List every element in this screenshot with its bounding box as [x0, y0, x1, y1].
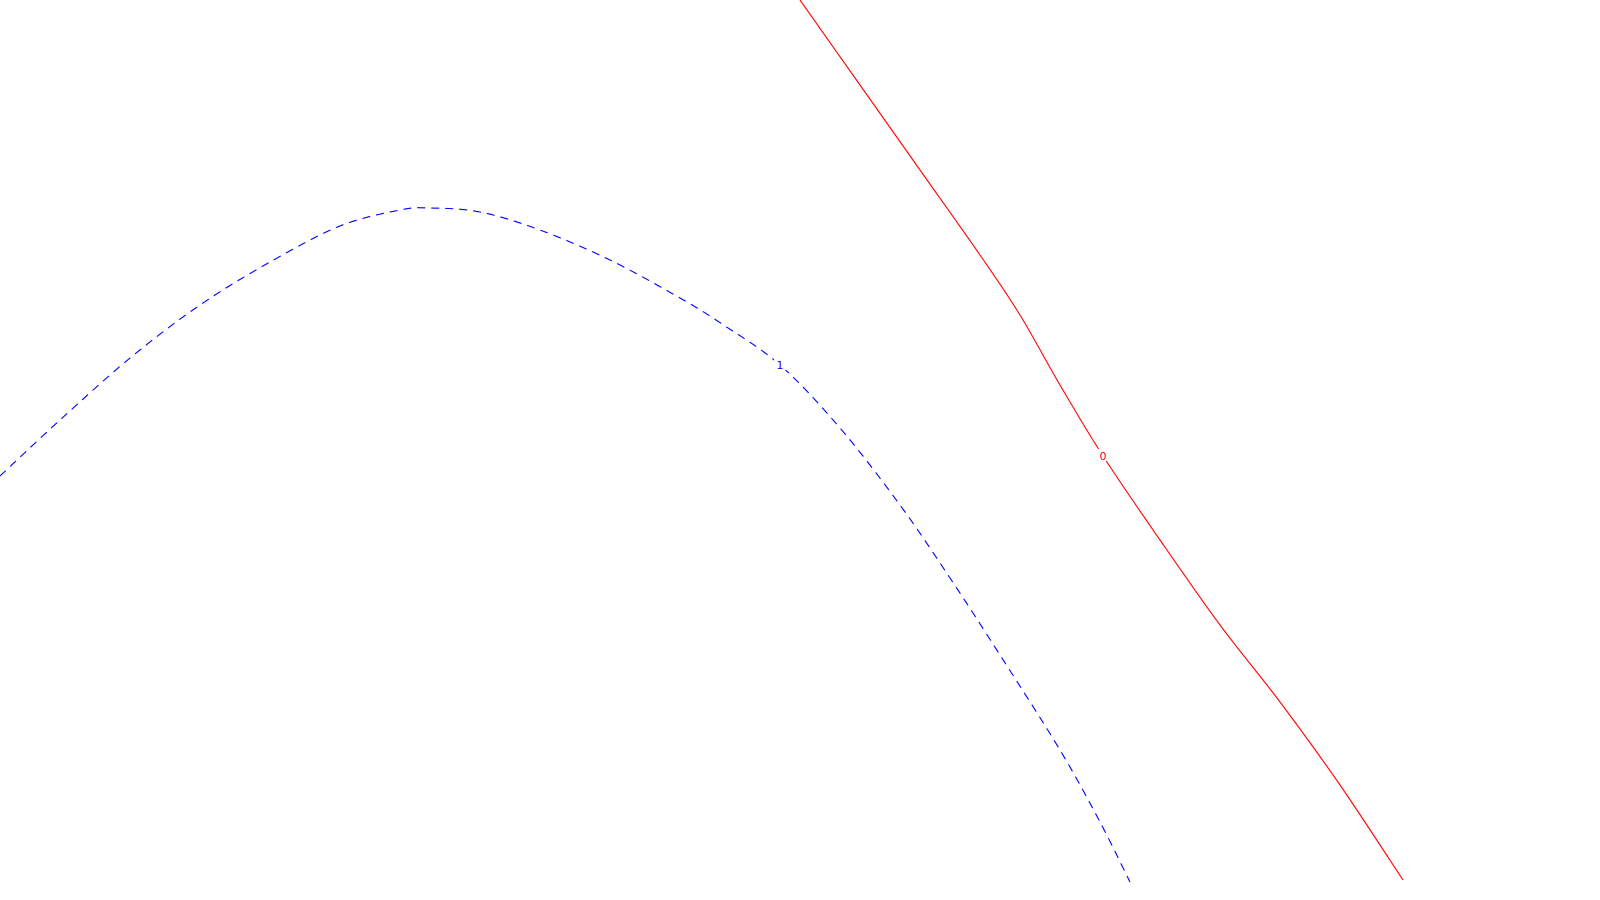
contour-label-gap-0: [1097, 449, 1109, 461]
contour-line-0: [799, 0, 1404, 881]
contour-line-1: [0, 207, 1131, 883]
contour-label-gap-1: [774, 358, 786, 370]
series-layer: 01: [0, 0, 1404, 883]
contour-label-1: 1: [777, 359, 784, 372]
contour-label-0: 0: [1100, 450, 1107, 463]
